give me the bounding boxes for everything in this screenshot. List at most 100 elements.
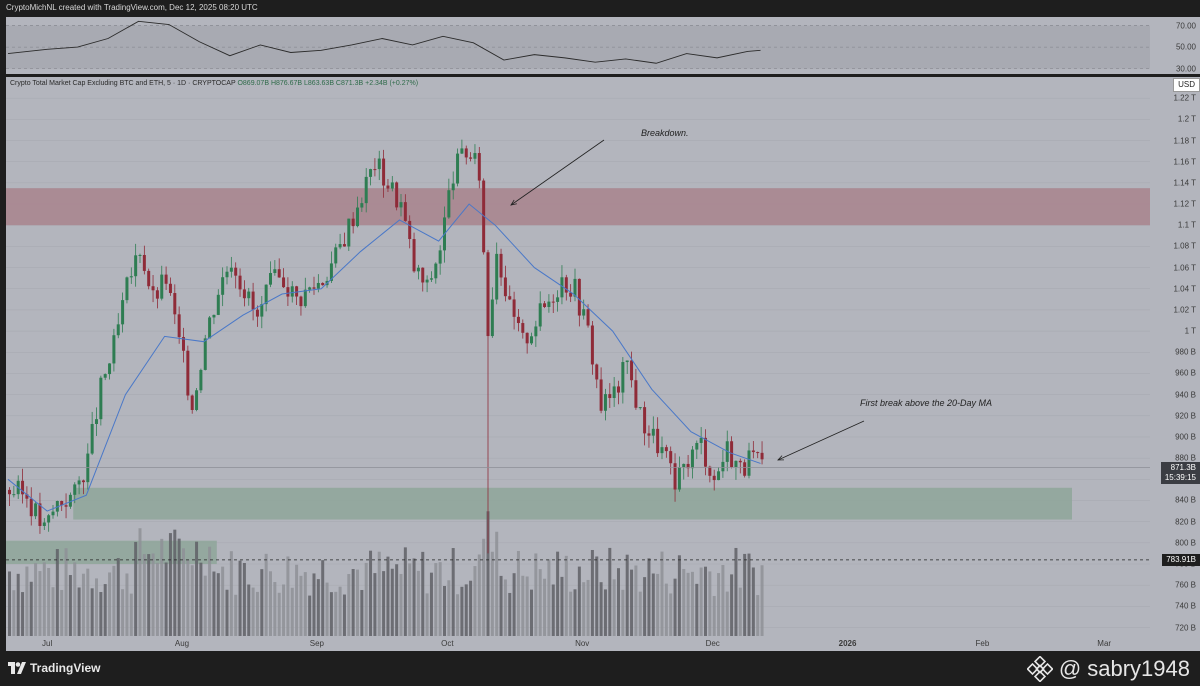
candle-body: [103, 374, 107, 378]
volume-bar: [525, 576, 529, 636]
volume-bar: [203, 575, 207, 636]
candle-body: [251, 291, 255, 310]
price-axis[interactable]: USD 1.22 T 1.2 T 1.18 T 1.16 T 1.14 T 1.12 T 1…: [1150, 77, 1200, 636]
candle-body: [717, 471, 721, 481]
candle-body: [290, 286, 294, 297]
candle-body: [530, 336, 533, 344]
time-axis[interactable]: [6, 636, 1200, 651]
candle-body: [147, 270, 151, 287]
candle-body: [73, 484, 77, 495]
candle-body: [38, 503, 42, 526]
price-tick-label: 1.12 T: [1173, 199, 1196, 209]
candle-body: [55, 500, 59, 512]
candle-body: [264, 284, 268, 305]
rsi-line: [7, 20, 761, 64]
candle-body: [247, 291, 251, 299]
volume-bar: [464, 584, 468, 636]
price-tick-label: 840 B: [1175, 495, 1196, 505]
volume-bar: [116, 558, 120, 636]
price-tick-label: 1.18 T: [1173, 136, 1196, 146]
candle-body: [486, 252, 490, 337]
candle-body: [499, 253, 503, 278]
candle-body: [229, 267, 233, 272]
candle-body: [60, 500, 64, 506]
candle-body: [738, 460, 742, 463]
volume-bar: [621, 589, 625, 636]
volume-bar: [573, 589, 577, 636]
dashed-level-tag: 783.91B: [1162, 553, 1200, 566]
volume-bar: [382, 571, 386, 636]
arrow-breakdown-head: [510, 199, 517, 206]
candle-body: [234, 267, 238, 276]
candle-body: [643, 407, 647, 434]
candle-body: [186, 350, 190, 396]
volume-bar: [342, 594, 346, 636]
price-tick-label: 1.04 T: [1173, 284, 1196, 294]
candle-body: [160, 274, 164, 299]
volume-bar: [34, 563, 38, 636]
volume-bar: [499, 575, 503, 636]
candle-body: [560, 277, 564, 298]
candle-body: [686, 463, 690, 469]
candle-body: [312, 287, 316, 289]
candle-body: [751, 450, 755, 453]
candle-body: [295, 286, 299, 297]
candle-body: [121, 300, 125, 325]
candle-body: [369, 169, 373, 177]
volume-bar: [630, 569, 634, 636]
volume-bar: [173, 529, 177, 636]
candle-body: [712, 475, 716, 481]
volume-bar: [756, 595, 760, 636]
candle-body: [51, 511, 55, 516]
candle-body: [669, 451, 673, 464]
time-tick-label: Mar: [1097, 639, 1112, 648]
volume-bar: [708, 571, 712, 636]
annotation-ma-break: First break above the 20-Day MA: [860, 398, 993, 408]
candle-body: [451, 183, 455, 191]
candle-body: [138, 254, 142, 256]
currency-badge[interactable]: USD: [1173, 78, 1200, 92]
volume-bar: [625, 554, 629, 636]
candle-body: [21, 480, 25, 495]
volume-bar: [403, 547, 407, 636]
volume-bar: [29, 581, 33, 636]
candle-body: [495, 253, 499, 300]
volume-bar: [125, 573, 129, 636]
chart-header: CryptoMichNL created with TradingView.co…: [0, 0, 1200, 16]
candle-body: [586, 309, 590, 326]
volume-bar: [160, 538, 164, 636]
tradingview-brand[interactable]: TradingView: [8, 661, 100, 675]
candle-body: [195, 390, 199, 410]
candle-body: [308, 287, 312, 290]
candle-body: [168, 283, 172, 294]
candle-body: [112, 335, 116, 364]
symbol-name: Crypto Total Market Cap Excluding BTC an…: [10, 80, 236, 87]
candle-body: [534, 326, 538, 337]
candle-body: [595, 364, 599, 380]
candle-body: [29, 498, 33, 517]
volume-bar: [369, 550, 373, 636]
countdown-label: 15:39:15: [1164, 473, 1196, 483]
price-tick-label: 1.22 T: [1173, 93, 1196, 103]
candle-body: [538, 303, 542, 327]
candle-body: [199, 369, 203, 391]
volume-bar: [212, 571, 216, 636]
rsi-axis[interactable]: 70.00 50.00 30.00: [1150, 17, 1200, 74]
volume-bar: [477, 554, 481, 636]
volume-bar: [329, 592, 333, 636]
volume-bar: [138, 528, 142, 636]
volume-bar: [564, 555, 568, 636]
candle-body: [12, 494, 16, 496]
candle-body: [47, 515, 51, 523]
volume-bar: [682, 568, 686, 636]
brand-label: TradingView: [30, 661, 101, 675]
volume-bar: [225, 589, 229, 636]
rsi-panel[interactable]: [6, 17, 1150, 74]
candle-body: [564, 277, 568, 293]
zone-lower-support: [6, 540, 217, 565]
candle-body: [756, 452, 760, 454]
volume-bar: [634, 565, 638, 636]
volume-bar: [90, 588, 94, 636]
time-axis-labels: Jul Aug Sep Oct Nov Dec 2026 Feb Mar: [6, 636, 1150, 650]
price-panel[interactable]: [6, 77, 1150, 636]
